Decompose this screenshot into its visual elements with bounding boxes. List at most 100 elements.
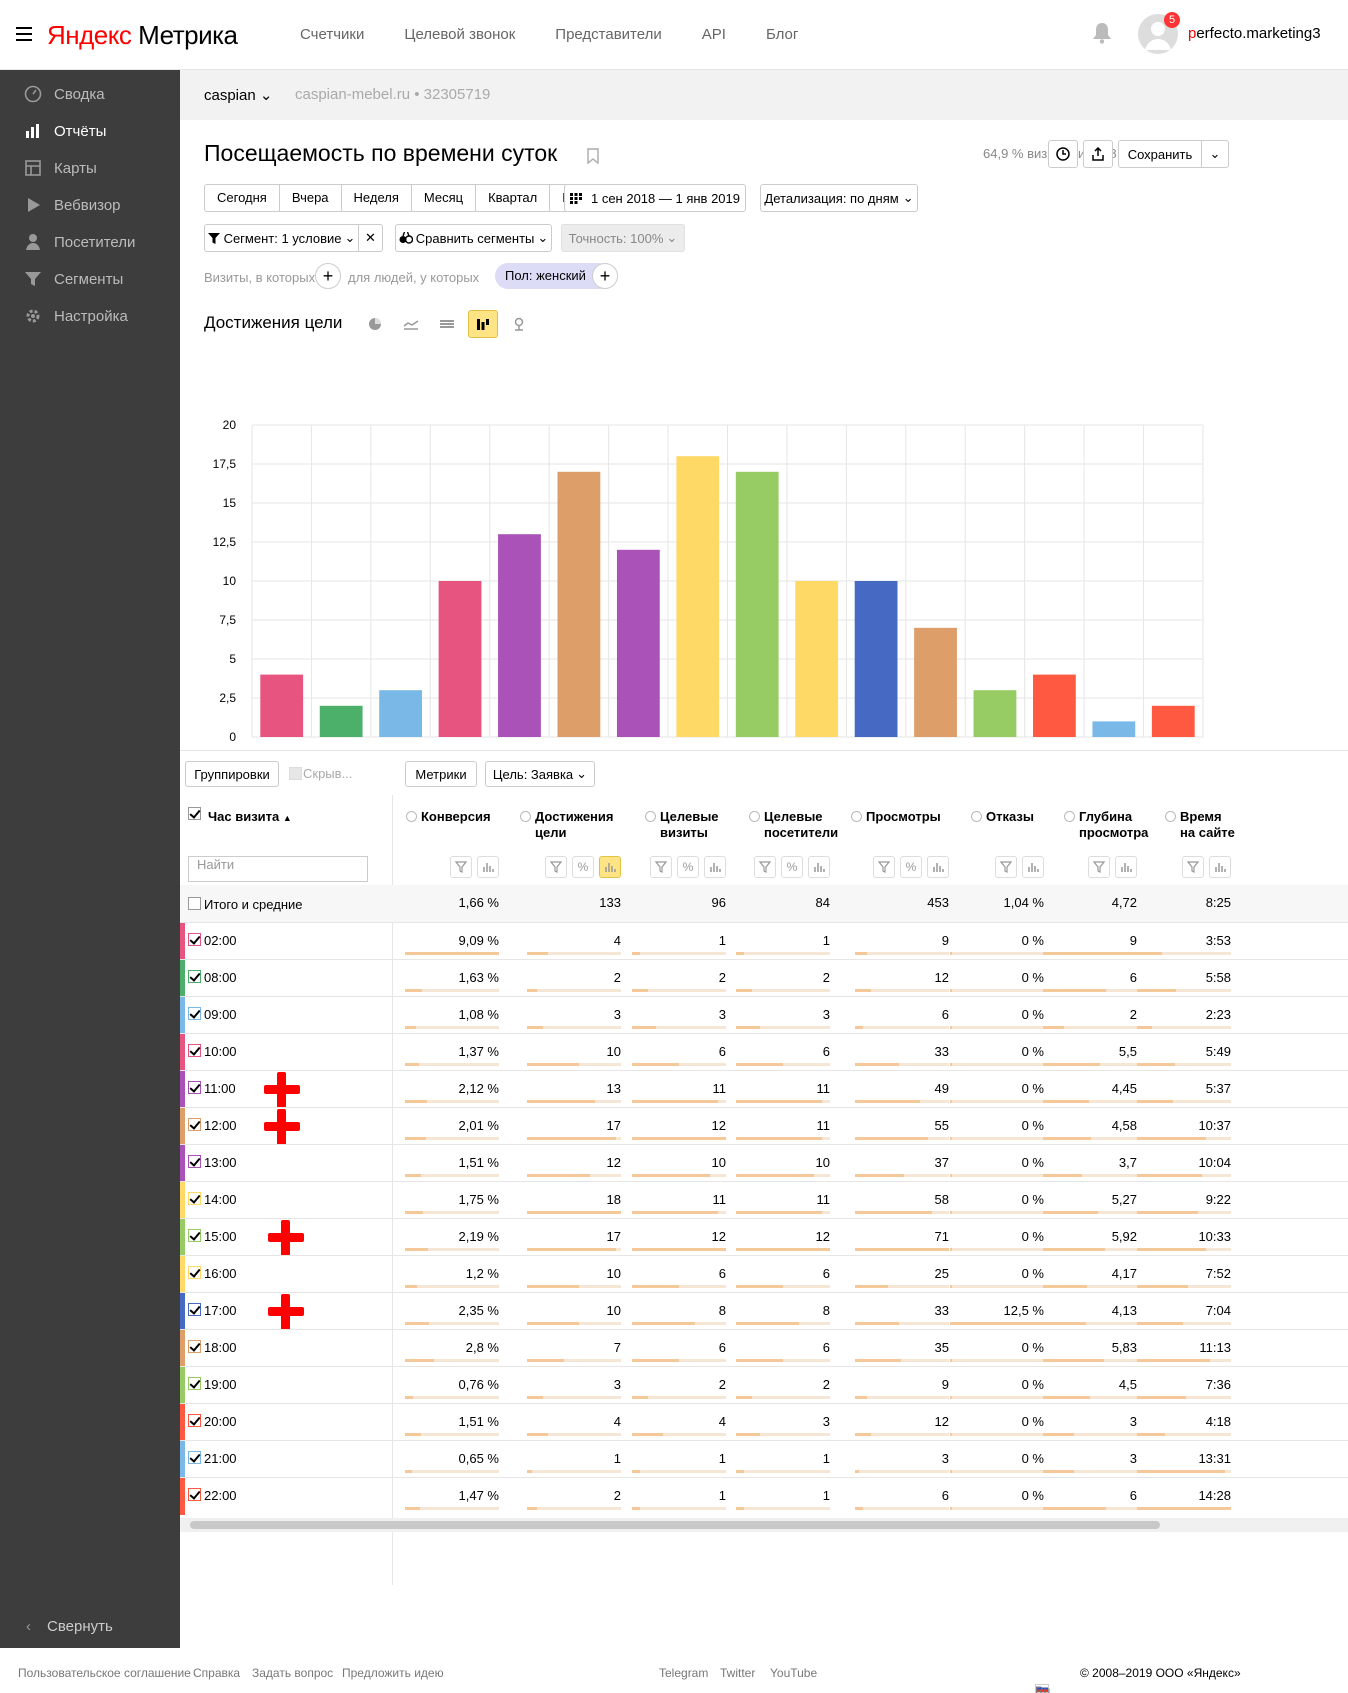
table-row[interactable]: 16:00 1,2 % 10 6 6 25 0 % 4,17 7:52 <box>180 1255 1348 1293</box>
scrollbar-thumb[interactable] <box>190 1521 1160 1529</box>
period-yesterday[interactable]: Вчера <box>280 185 342 211</box>
table-row[interactable]: 10:00 1,37 % 10 6 6 33 0 % 5,5 5:49 <box>180 1033 1348 1071</box>
footer-link-telegram[interactable]: Telegram <box>659 1666 709 1680</box>
filter-icon[interactable] <box>650 856 672 878</box>
menu-icon[interactable] <box>16 27 32 41</box>
bookmark-icon[interactable] <box>587 148 599 164</box>
column-header[interactable]: Целевые визиты <box>645 809 719 841</box>
collapse-button[interactable]: ‹ Свернуть <box>26 1617 113 1635</box>
table-row[interactable]: 21:00 0,65 % 1 1 1 3 0 % 3 13:31 <box>180 1440 1348 1478</box>
horizontal-scrollbar[interactable] <box>180 1518 1348 1532</box>
period-month[interactable]: Месяц <box>412 185 477 211</box>
help-icon[interactable] <box>645 811 656 822</box>
row-checkbox[interactable] <box>188 1081 201 1094</box>
bar-chart-icon[interactable] <box>1209 856 1231 878</box>
save-button[interactable]: Сохранить <box>1118 140 1202 168</box>
table-row[interactable]: 11:00 2,12 % 13 11 11 49 0 % 4,45 5:37 <box>180 1070 1348 1108</box>
column-header[interactable]: Достижения цели <box>520 809 613 841</box>
bar-chart-icon[interactable] <box>808 856 830 878</box>
chart-type-bar[interactable] <box>468 310 498 338</box>
row-checkbox[interactable] <box>188 970 201 983</box>
history-button[interactable] <box>1048 140 1078 168</box>
table-row[interactable]: 20:00 1,51 % 4 4 3 12 0 % 3 4:18 <box>180 1403 1348 1441</box>
footer-link-ask[interactable]: Задать вопрос <box>252 1666 334 1680</box>
help-icon[interactable] <box>971 811 982 822</box>
bar-chart-icon[interactable] <box>927 856 949 878</box>
table-row[interactable]: 08:00 1,63 % 2 2 2 12 0 % 6 5:58 <box>180 959 1348 997</box>
nav-api[interactable]: API <box>701 26 726 43</box>
metrics-button[interactable]: Метрики <box>405 761 477 787</box>
nav-blog[interactable]: Блог <box>765 26 799 43</box>
period-quarter[interactable]: Квартал <box>476 185 551 211</box>
chart-type-area[interactable] <box>432 310 462 338</box>
filter-icon[interactable] <box>450 856 472 878</box>
chart-type-line[interactable] <box>396 310 426 338</box>
percent-icon[interactable]: % <box>572 856 594 878</box>
help-icon[interactable] <box>520 811 531 822</box>
footer-link-agreement[interactable]: Пользовательское соглашение <box>18 1666 191 1680</box>
help-icon[interactable] <box>749 811 760 822</box>
column-header[interactable]: Время на сайте <box>1165 809 1235 841</box>
bar-chart-icon[interactable] <box>704 856 726 878</box>
logo[interactable]: Яндекс Метрика <box>47 20 238 50</box>
help-icon[interactable] <box>1165 811 1176 822</box>
row-checkbox[interactable] <box>188 1340 201 1353</box>
save-options-button[interactable]: ⌄ <box>1201 140 1229 168</box>
row-checkbox[interactable] <box>188 1192 201 1205</box>
table-row[interactable]: 14:00 1,75 % 18 11 11 58 0 % 5,27 9:22 <box>180 1181 1348 1219</box>
table-row[interactable]: 17:00 2,35 % 10 8 8 33 12,5 % 4,13 7:04 <box>180 1292 1348 1330</box>
filter-icon[interactable] <box>754 856 776 878</box>
row-checkbox[interactable] <box>188 1414 201 1427</box>
bar-chart-icon[interactable] <box>1022 856 1044 878</box>
sidebar-item-summary[interactable]: Сводка <box>0 78 180 110</box>
filter-icon[interactable] <box>995 856 1017 878</box>
sidebar-item-visitors[interactable]: Посетители <box>0 226 180 258</box>
footer-link-idea[interactable]: Предложить идею <box>342 1666 444 1680</box>
table-row[interactable]: 02:00 9,09 % 4 1 1 9 0 % 9 3:53 <box>180 922 1348 960</box>
table-row[interactable]: 09:00 1,08 % 3 3 3 6 0 % 2 2:23 <box>180 996 1348 1034</box>
sidebar-item-settings[interactable]: Настройка <box>0 300 180 332</box>
username[interactable]: perfecto.marketing3 <box>1188 25 1321 42</box>
nav-representatives[interactable]: Представители <box>555 26 662 43</box>
nav-target-call[interactable]: Целевой звонок <box>404 26 516 43</box>
bar-chart-icon[interactable] <box>1115 856 1137 878</box>
sidebar-item-segments[interactable]: Сегменты <box>0 263 180 295</box>
help-icon[interactable] <box>406 811 417 822</box>
hide-checkbox[interactable] <box>289 767 302 780</box>
filter-icon[interactable] <box>873 856 895 878</box>
column-header[interactable]: Глубина просмотра <box>1064 809 1148 841</box>
sidebar-item-webvisor[interactable]: Вебвизор <box>0 189 180 221</box>
percent-icon[interactable]: % <box>900 856 922 878</box>
goal-selector[interactable]: Цель: Заявка ⌄ <box>485 761 595 787</box>
export-button[interactable] <box>1083 140 1113 168</box>
segment-button[interactable]: Сегмент: 1 условие ⌄ <box>204 224 359 252</box>
help-icon[interactable] <box>851 811 862 822</box>
percent-icon[interactable]: % <box>781 856 803 878</box>
row-checkbox[interactable] <box>188 1044 201 1057</box>
search-input[interactable]: Найти <box>188 856 368 882</box>
row-checkbox[interactable] <box>188 933 201 946</box>
chart-type-pie[interactable] <box>360 310 390 338</box>
help-icon[interactable] <box>1064 811 1075 822</box>
bar-chart-icon[interactable] <box>477 856 499 878</box>
row-checkbox[interactable] <box>188 1377 201 1390</box>
footer-link-youtube[interactable]: YouTube <box>770 1666 818 1680</box>
add-people-condition-button[interactable]: + <box>592 263 618 289</box>
row-checkbox[interactable] <box>188 1155 201 1168</box>
footer-link-twitter[interactable]: Twitter <box>720 1666 756 1680</box>
column-header[interactable]: Просмотры <box>851 809 941 841</box>
filter-icon[interactable] <box>545 856 567 878</box>
dimension-header[interactable]: Час визита ▲ <box>208 809 292 824</box>
column-header[interactable]: Целевые посетители <box>749 809 838 841</box>
footer-link-help[interactable]: Справка <box>193 1666 241 1680</box>
compare-segments-button[interactable]: Сравнить сегменты ⌄ <box>395 224 552 252</box>
row-checkbox[interactable] <box>188 1303 201 1316</box>
bar-chart-icon[interactable] <box>599 856 621 878</box>
chart-type-map[interactable] <box>504 310 534 338</box>
table-row[interactable]: 15:00 2,19 % 17 12 12 71 0 % 5,92 10:33 <box>180 1218 1348 1256</box>
dimension-checkbox[interactable] <box>188 807 201 820</box>
filter-icon[interactable] <box>1182 856 1204 878</box>
sidebar-item-maps[interactable]: Карты <box>0 152 180 184</box>
clear-segment-button[interactable]: ✕ <box>358 224 383 252</box>
row-checkbox[interactable] <box>188 1229 201 1242</box>
